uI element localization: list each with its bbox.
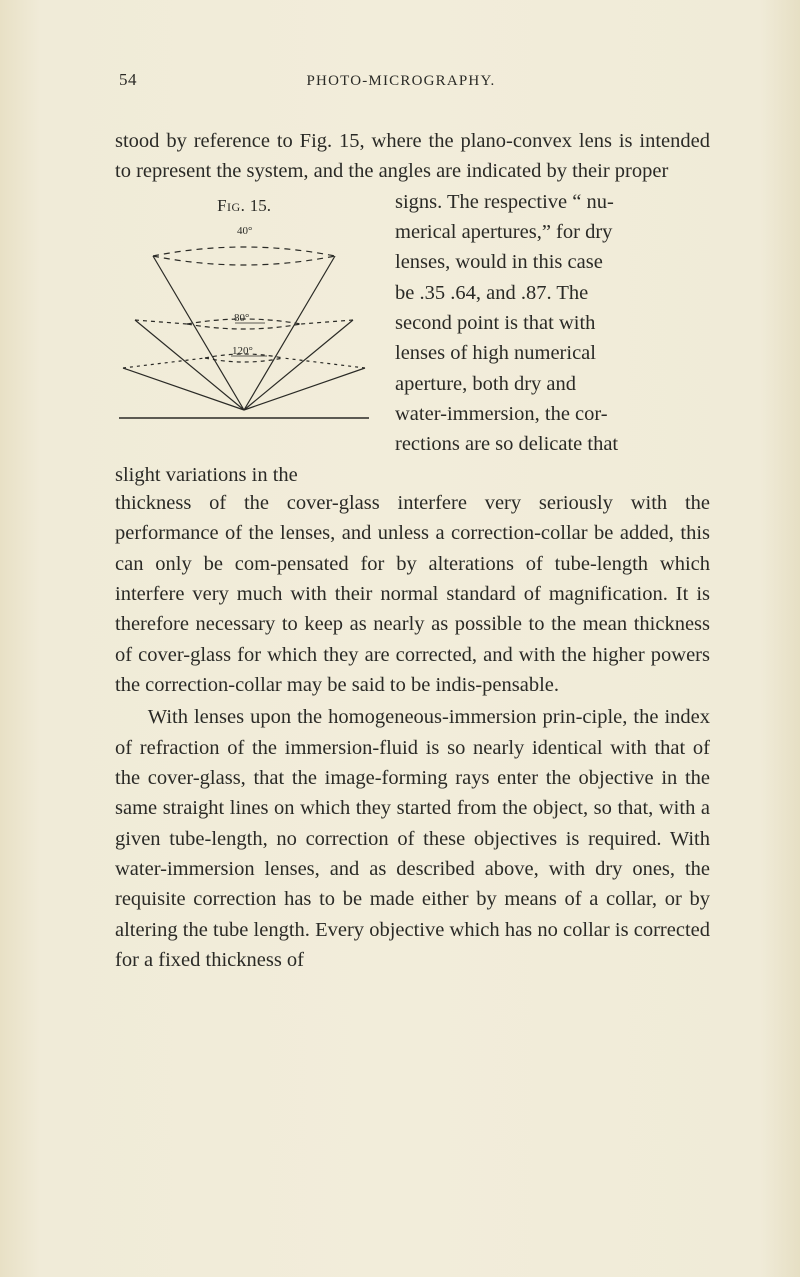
paragraph-1-tail: thickness of the cover-glass interfere v…	[115, 488, 710, 700]
p1-wrap-a: signs. The respective “ nu-	[395, 191, 614, 213]
p1-wrap-j: slight variations in the	[115, 464, 298, 486]
figure-angle-120: 120°	[232, 345, 253, 357]
paragraph-2: With lenses upon the homogeneous-immersi…	[115, 702, 710, 975]
figure-15: Fig. 15.	[115, 193, 373, 430]
p1-wrap-c: lenses, would in this case	[395, 251, 603, 273]
figure-label-prefix: Fig.	[217, 196, 245, 215]
figure-label-number: 15.	[250, 196, 271, 215]
figure-svg: 40° 80° 120°	[115, 220, 373, 430]
paragraph-1-lead: stood by reference to Fig. 15, where the…	[115, 126, 710, 187]
p1-wrap-f: lenses of high numerical	[395, 342, 596, 364]
page-number: 54	[119, 70, 137, 90]
running-header: 54 PHOTO-MICROGRAPHY.	[115, 70, 710, 90]
p1-wrap-g: aperture, both dry and	[395, 373, 576, 395]
p1-wrap-d: be .35 .64, and .87. The	[395, 282, 588, 304]
p1-wrap-e: second point is that with	[395, 312, 595, 334]
body-text: stood by reference to Fig. 15, where the…	[115, 126, 710, 975]
book-page: 54 PHOTO-MICROGRAPHY. stood by reference…	[0, 0, 800, 1277]
p1-wrap-i: rections are so delicate that	[395, 433, 618, 455]
figure-label: Fig. 15.	[115, 193, 373, 218]
p1-wrap-b: merical apertures,” for dry	[395, 221, 612, 243]
figure-angle-80: 80°	[234, 312, 249, 324]
p1-wrap-h: water-immersion, the cor-	[395, 403, 608, 425]
figure-angle-40: 40°	[237, 225, 252, 237]
running-head-title: PHOTO-MICROGRAPHY.	[307, 73, 496, 90]
